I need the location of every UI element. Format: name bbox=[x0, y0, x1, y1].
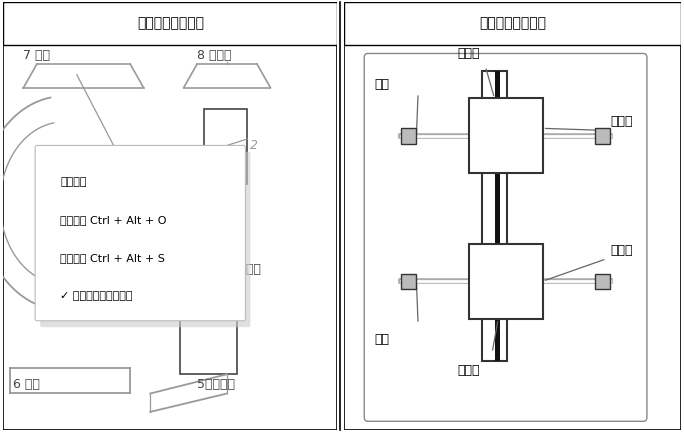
Text: 4  立板: 4 立板 bbox=[231, 263, 261, 276]
Bar bbox=[181, 212, 237, 374]
Text: 301工作腔: 301工作腔 bbox=[194, 229, 246, 242]
FancyBboxPatch shape bbox=[365, 54, 647, 421]
Text: 被控侵权产品特征: 被控侵权产品特征 bbox=[479, 16, 546, 31]
Text: 吸水口: 吸水口 bbox=[610, 115, 633, 128]
FancyBboxPatch shape bbox=[40, 152, 250, 327]
Text: 6 压板: 6 压板 bbox=[14, 378, 40, 391]
Bar bbox=[3, 2, 337, 45]
Text: 吸水口: 吸水口 bbox=[458, 364, 479, 377]
Text: 2: 2 bbox=[250, 139, 259, 152]
Bar bbox=[469, 244, 542, 319]
Text: 屏幕识图 Ctrl + Alt + O: 屏幕识图 Ctrl + Alt + O bbox=[60, 215, 167, 225]
Bar bbox=[204, 109, 247, 184]
Text: 7 螺栓: 7 螺栓 bbox=[23, 49, 51, 62]
Bar bbox=[402, 273, 417, 289]
Bar bbox=[595, 128, 610, 143]
Text: 螺栓: 螺栓 bbox=[374, 78, 389, 91]
Text: 屏幕录制 Ctrl + Alt + S: 屏幕录制 Ctrl + Alt + S bbox=[60, 253, 165, 263]
Text: ✓ 截图时隐藏当前窗口: ✓ 截图时隐藏当前窗口 bbox=[60, 291, 133, 301]
Bar bbox=[402, 128, 417, 143]
Text: 8 固定座: 8 固定座 bbox=[197, 49, 231, 62]
Bar bbox=[129, 194, 144, 216]
Text: 吸水槽: 吸水槽 bbox=[458, 47, 479, 60]
Text: 螺栓: 螺栓 bbox=[374, 333, 389, 346]
Bar bbox=[344, 2, 681, 45]
Text: 5第一活叶: 5第一活叶 bbox=[197, 378, 235, 391]
Bar bbox=[595, 273, 610, 289]
FancyBboxPatch shape bbox=[35, 146, 246, 321]
Bar bbox=[495, 70, 500, 362]
Bar bbox=[482, 70, 508, 362]
Bar bbox=[469, 98, 542, 173]
Text: 工作腔: 工作腔 bbox=[610, 244, 633, 257]
Bar bbox=[114, 194, 129, 216]
Bar bbox=[114, 156, 144, 193]
Text: 屏幕截图: 屏幕截图 bbox=[60, 177, 87, 187]
Text: 涉案专利技术特征: 涉案专利技术特征 bbox=[137, 16, 204, 31]
